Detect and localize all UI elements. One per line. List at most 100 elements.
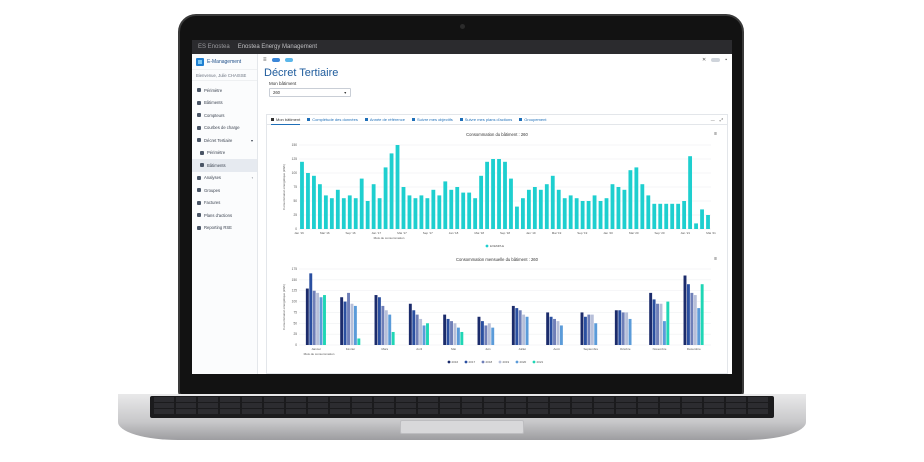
bar — [544, 184, 549, 229]
x-tick-label: Mai '21 — [706, 231, 716, 235]
legend-label: 2019 — [503, 360, 510, 364]
bar — [682, 201, 687, 229]
sidebar-item-11[interactable]: Reporting RSE — [192, 222, 257, 235]
bar — [316, 292, 320, 345]
bar — [706, 215, 710, 229]
bar — [614, 310, 618, 345]
bar — [460, 331, 464, 345]
x-tick-label: Jan '18 — [449, 231, 459, 235]
sidebar-item-8[interactable]: Groupes — [192, 184, 257, 197]
sidebar-item-9[interactable]: Factures — [192, 197, 257, 210]
tab-label: Complétude des données — [312, 117, 358, 122]
bar — [658, 203, 663, 229]
apps-icon[interactable]: ▪ — [725, 57, 727, 63]
tab-1[interactable]: Complétude des données — [307, 115, 358, 125]
bar — [365, 201, 370, 229]
tab-4[interactable]: Suivre mes plans d'actions — [459, 115, 512, 125]
bar — [412, 310, 416, 345]
sidebar-item-0[interactable]: Périmètre — [192, 84, 257, 97]
app: E-Management Bienvenue, Julie CHAISSE Pé… — [192, 54, 732, 374]
legend-label: 2016 — [452, 360, 459, 364]
bar — [604, 198, 609, 229]
sidebar-item-1[interactable]: Bâtiments — [192, 97, 257, 110]
user-greeting: Bienvenue, Julie CHAISSE — [192, 70, 257, 81]
chevron-icon: ▾ — [250, 137, 253, 143]
bar — [640, 184, 645, 229]
sidebar-item-5[interactable]: Périmètre — [192, 147, 257, 160]
report-icon — [197, 225, 201, 230]
browser-title: Enostea Energy Management — [237, 44, 318, 50]
building-select[interactable]: 260 ▼ — [269, 88, 351, 97]
bar — [388, 314, 392, 345]
bar — [419, 195, 424, 229]
y-tick-label: 125 — [292, 289, 298, 293]
bar — [347, 195, 352, 229]
chart1-menu-icon[interactable]: ≡ — [714, 131, 717, 137]
main-content: ≡ ✕ ▪ Décret Tertiaire Mon bâtiment 260 … — [258, 54, 732, 374]
bar — [580, 312, 584, 345]
legend-marker — [481, 360, 485, 364]
bar — [526, 189, 531, 229]
x-tick-label: Mai '19 — [552, 231, 562, 235]
x-tick-label: Février — [346, 347, 355, 351]
x-tick-label: Jan '20 — [603, 231, 613, 235]
tab-3[interactable]: Suivre mes objectifs — [411, 115, 453, 125]
chart2-menu-icon[interactable]: ≡ — [714, 256, 717, 262]
legend-label: 2018 — [486, 360, 493, 364]
bar — [670, 203, 675, 229]
bar — [616, 187, 621, 229]
bar — [550, 175, 555, 229]
bar — [666, 301, 670, 345]
cloud-icon[interactable] — [271, 58, 280, 62]
x-tick-label: Juillet — [518, 347, 526, 351]
bar — [628, 318, 632, 345]
collapse-icon[interactable]: — — [710, 117, 715, 122]
bar — [395, 145, 400, 229]
screen: ES Enostea Enostea Energy Management E-M… — [192, 40, 732, 374]
bar — [693, 295, 697, 345]
x-tick-label: Jan '16 — [294, 231, 304, 235]
tab-2[interactable]: Année de référence — [364, 115, 405, 125]
tab-0[interactable]: Mon bâtiment — [271, 115, 301, 125]
bar — [455, 187, 460, 229]
keyboard — [150, 396, 774, 418]
sidebar-item-label: Périmètre — [207, 150, 226, 156]
sidebar-item-label: Analyses — [204, 175, 221, 181]
x-tick-label: Avril — [416, 347, 422, 351]
bar — [683, 275, 687, 345]
bar — [598, 201, 603, 229]
menu-icon[interactable]: ≡ — [263, 57, 267, 63]
sidebar-item-label: Plans d'actions — [204, 212, 233, 218]
tab-5[interactable]: Groupement — [519, 115, 546, 125]
bar — [305, 288, 309, 345]
y-tick-label: 100 — [292, 300, 298, 304]
logo[interactable]: E-Management — [192, 54, 257, 70]
trackpad — [400, 420, 524, 434]
sidebar-item-2[interactable]: Compteurs — [192, 109, 257, 122]
bar — [449, 189, 454, 229]
bar — [521, 198, 525, 229]
y-tick-label: 25 — [293, 332, 297, 336]
browser-tab[interactable]: ES Enostea — [198, 44, 230, 50]
building-icon — [197, 100, 201, 105]
legend-marker — [532, 360, 536, 364]
fullscreen-icon[interactable]: ✕ — [702, 57, 707, 63]
sidebar-item-7[interactable]: Analyses ‹ — [192, 172, 257, 185]
bar — [618, 310, 622, 345]
x-tick-label: Mai — [451, 347, 456, 351]
bar — [340, 297, 344, 345]
chevron-down-icon: ▼ — [343, 90, 347, 95]
expand-icon[interactable]: ⤢ — [719, 117, 723, 122]
bar — [610, 184, 615, 229]
legend-marker — [485, 244, 489, 248]
bar — [319, 297, 323, 345]
sidebar-item-6[interactable]: Bâtiments — [192, 159, 257, 172]
sidebar-item-4[interactable]: Décret Tertiaire ▾ — [192, 134, 257, 147]
sidebar-item-3[interactable]: Courbes de charge — [192, 122, 257, 135]
cloud-sync-icon[interactable] — [284, 58, 293, 62]
theme-toggle[interactable] — [711, 58, 721, 62]
chart1-svg: 0 25 50 75 100 125 150 Consommation énergétique… — [282, 143, 716, 248]
sidebar-item-10[interactable]: Plans d'actions — [192, 209, 257, 222]
bar — [628, 170, 633, 229]
x-tick-label: Sep '18 — [500, 231, 510, 235]
